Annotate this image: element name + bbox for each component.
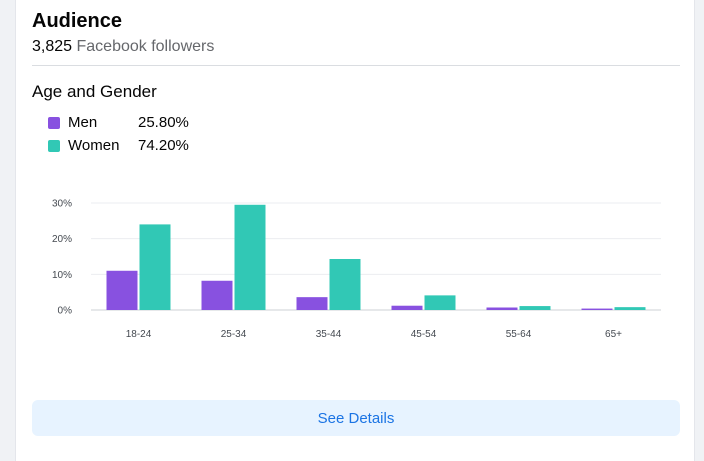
bar-men-35-44 [296, 297, 328, 310]
audience-title: Audience [32, 10, 123, 32]
legend-item-women: Women 74.20% [48, 134, 189, 157]
divider [32, 65, 680, 66]
y-tick-label: 0% [58, 306, 73, 317]
bar-men-45-54 [391, 305, 423, 310]
follower-label: Facebook followers [76, 38, 215, 55]
bar-men-65+ [581, 308, 613, 310]
men-swatch [48, 116, 60, 129]
follower-summary: 3,825 Facebook followers [32, 38, 214, 56]
legend-label-men: Men [68, 114, 98, 131]
bar-women-65+ [614, 307, 646, 310]
y-tick-label: 20% [52, 234, 72, 245]
x-tick-label: 35-44 [316, 329, 342, 340]
legend-percent-men: 25.80% [138, 114, 189, 131]
bar-men-25-34 [201, 280, 233, 310]
bar-men-18-24 [106, 270, 138, 310]
y-tick-label: 10% [52, 270, 72, 281]
y-tick-label: 30% [52, 199, 72, 210]
x-tick-label: 65+ [605, 329, 622, 340]
legend-label-women: Women [68, 137, 120, 154]
bar-women-45-54 [424, 295, 456, 310]
bar-women-35-44 [329, 258, 361, 310]
women-swatch [48, 139, 60, 152]
legend-item-men: Men 25.80% [48, 111, 189, 134]
x-tick-label: 45-54 [411, 329, 437, 340]
legend-percent-women: 74.20% [138, 137, 189, 154]
see-details-button[interactable]: See Details [32, 400, 680, 436]
audience-card: Audience 3,825 Facebook followers Age an… [15, 0, 695, 461]
gender-legend: Men 25.80% Women 74.20% [48, 111, 189, 157]
age-gender-bar-chart: 30% 20% 10% 0% 18-24 25-34 35-44 45-54 55-64 65+ [52, 199, 661, 340]
follower-count: 3,825 [32, 38, 73, 55]
bar-women-25-34 [234, 204, 266, 310]
age-gender-title: Age and Gender [32, 82, 157, 101]
x-tick-label: 25-34 [221, 329, 247, 340]
x-tick-label: 55-64 [506, 329, 532, 340]
x-tick-label: 18-24 [126, 329, 152, 340]
bar-women-55-64 [519, 306, 551, 310]
bar-women-18-24 [139, 224, 171, 310]
bar-men-55-64 [486, 307, 518, 310]
